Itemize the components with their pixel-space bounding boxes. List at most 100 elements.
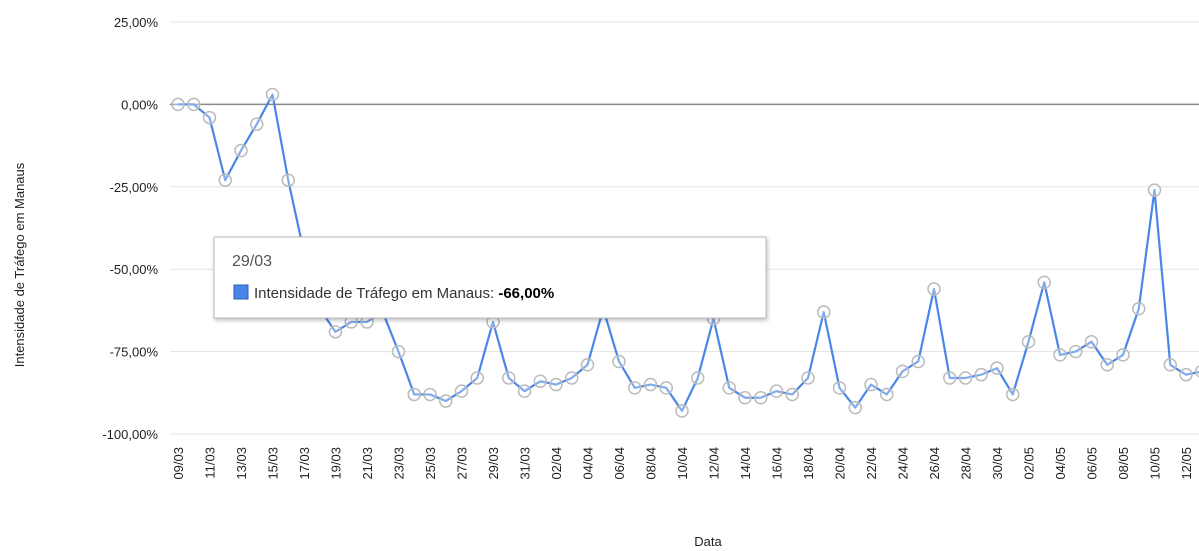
x-axis-label: Data [694,534,722,549]
point [423,387,437,402]
point [817,305,831,319]
x-tick-label: 08/04 [644,447,659,480]
x-tick-label: 26/04 [927,447,942,480]
point [785,387,799,402]
x-tick-label: 16/04 [770,447,785,480]
x-tick-label: 02/04 [549,447,564,480]
point [1021,334,1036,349]
point [391,344,406,359]
x-tick-label: 10/05 [1148,447,1163,480]
x-tick-label: 04/05 [1053,447,1068,480]
point [549,377,563,392]
point [628,381,642,395]
x-tick-label: 20/04 [833,447,848,480]
point [439,394,453,408]
x-tick-label: 08/05 [1116,447,1131,480]
point [218,173,232,187]
x-tick-label: 13/03 [234,447,249,480]
x-tick-label: 21/03 [360,447,375,480]
x-tick-label: 17/03 [297,447,312,480]
point [769,384,784,398]
x-tick-label: 06/04 [612,447,627,480]
point [754,390,768,405]
point [1116,348,1130,362]
tooltip-box [213,236,767,319]
point [864,377,878,392]
y-tick-label: 25,00% [114,15,159,30]
point [880,387,894,402]
x-tick-label: 22/04 [864,447,879,480]
point [832,381,847,395]
point [1084,334,1099,349]
x-tick-label: 27/03 [455,447,470,480]
point [234,143,248,158]
point [502,371,516,385]
y-tick-label: -100,00% [102,427,158,442]
x-tick-label: 09/03 [171,447,186,480]
tooltip-sep: : [490,285,498,302]
point [958,371,973,385]
tooltip-swatch [233,284,249,300]
point [454,384,469,398]
point [612,354,626,369]
point [911,354,925,369]
y-tick-label: -25,00% [110,180,159,195]
point [565,371,579,385]
point [895,364,910,379]
point [187,97,201,112]
x-tick-label: 24/04 [896,447,911,480]
series-line [178,93,1199,413]
tooltip-text: Intensidade de Tráfego em Manaus: -66,00… [254,285,554,302]
y-tick-label: -50,00% [110,262,159,277]
x-tick-label: 14/04 [738,447,753,480]
point [1163,358,1177,372]
point [643,377,658,392]
point [1006,387,1020,402]
x-tick-label: 28/04 [959,447,974,480]
x-tick-label: 02/05 [1022,447,1037,480]
x-tick-label: 12/05 [1179,447,1194,480]
point [171,97,185,112]
point [1195,365,1199,378]
point [328,325,343,339]
point [848,400,862,415]
point [943,371,957,385]
plot [171,87,1199,418]
point [1132,302,1146,316]
x-tick-label: 04/04 [581,447,596,480]
tooltip: 29/03 Intensidade de Tráfego em Manaus: … [213,236,767,319]
point [1037,275,1051,290]
point [675,404,689,418]
point [281,173,295,187]
point [1179,367,1193,382]
point [738,390,752,405]
x-tick-label: 19/03 [329,447,344,480]
x-tick-label: 15/03 [266,447,281,480]
grid [170,21,1199,435]
tooltip-title: 29/03 [232,253,272,270]
point [1100,358,1114,372]
point [801,371,815,385]
x-tick-label: 18/04 [801,447,816,480]
point [580,358,595,372]
point [533,374,547,389]
x-tick-label: 31/03 [518,447,533,480]
y-tick-label: -75,00% [110,345,159,360]
point [407,387,421,402]
x-tick-label: 30/04 [990,447,1005,480]
point [1069,344,1083,359]
point [202,110,217,125]
tooltip-value: -66,00% [498,285,554,302]
point [990,361,1004,375]
point [722,381,736,395]
y-axis-label: Intensidade de Tráfego em Manaus [12,162,27,367]
point [250,117,264,131]
x-tick-label: 10/04 [675,447,690,480]
point [1053,348,1067,362]
point [470,371,484,385]
tooltip-series: Intensidade de Tráfego em Manaus [254,285,490,302]
point [659,381,673,395]
x-tick-label: 25/03 [423,447,438,480]
point [927,282,941,296]
